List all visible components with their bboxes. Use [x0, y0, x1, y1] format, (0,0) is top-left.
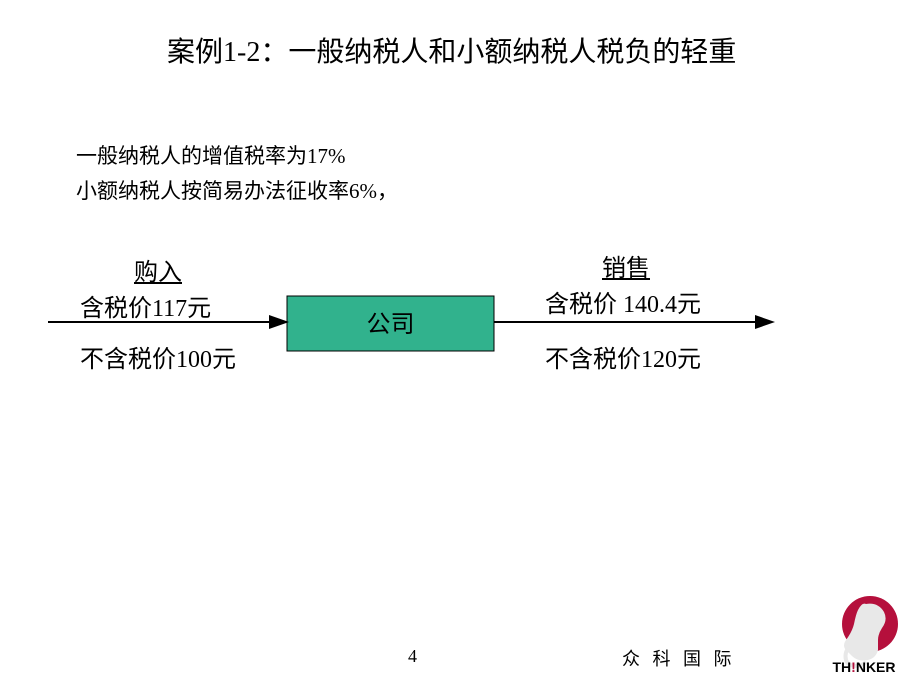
flow-diagram: 公司: [0, 0, 920, 690]
footer-brand-text: 众 科 国 际: [622, 645, 736, 671]
page-number: 4: [408, 646, 417, 667]
svg-text:公司: 公司: [367, 312, 415, 338]
thinker-logo: TH!NKER: [820, 590, 908, 678]
svg-text:TH!NKER: TH!NKER: [832, 659, 895, 675]
